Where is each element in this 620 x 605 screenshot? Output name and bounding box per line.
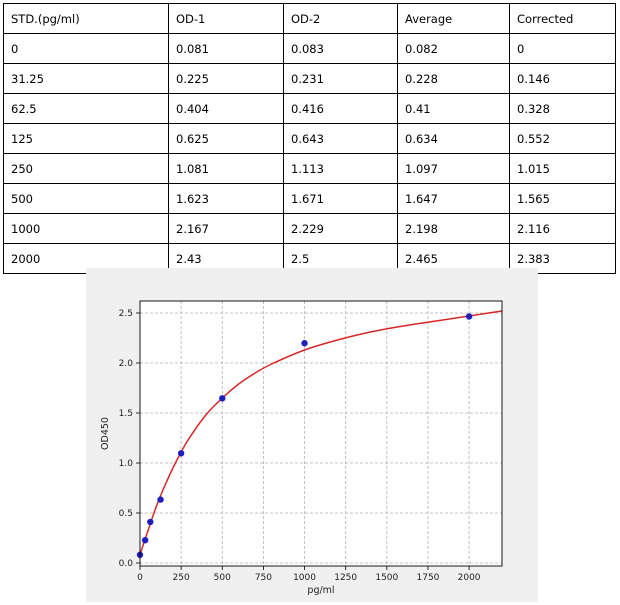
table-cell: 0.328 xyxy=(509,93,616,124)
table-cell: 0.225 xyxy=(168,63,284,94)
table-cell: 1.623 xyxy=(168,183,284,214)
data-point xyxy=(219,395,226,402)
chart-panel: 0 250 500 750 1000 1250 1500 1750 2000 0.0 0.5 1.0 1… xyxy=(86,268,538,602)
table-cell: 0.41 xyxy=(397,93,510,124)
table-row: 125 0.625 0.643 0.634 0.552 xyxy=(3,123,616,154)
table-cell: 2.198 xyxy=(397,213,510,244)
x-tick-label: 1500 xyxy=(375,573,398,583)
table-cell: 250 xyxy=(3,153,169,184)
table-cell: 1.097 xyxy=(397,153,510,184)
table-row: 250 1.081 1.113 1.097 1.015 xyxy=(3,153,616,184)
table-cell: 0.231 xyxy=(283,63,398,94)
data-point xyxy=(157,496,164,503)
table-cell: 1.565 xyxy=(509,183,616,214)
table-cell: 0.625 xyxy=(168,123,284,154)
x-tick-label: 500 xyxy=(214,573,231,583)
table-cell: 1.671 xyxy=(283,183,398,214)
table-row: 31.25 0.225 0.231 0.228 0.146 xyxy=(3,63,616,94)
column-header: STD.(pg/ml) xyxy=(3,3,169,34)
x-tick-label: 250 xyxy=(173,573,190,583)
table-body: 0 0.081 0.083 0.082 0 31.25 0.225 0.231 0.228 0.1… xyxy=(3,33,616,274)
data-point xyxy=(141,537,149,544)
x-tick-label: 1000 xyxy=(293,573,316,583)
fit-curve-line xyxy=(139,310,503,556)
table-cell: 0.634 xyxy=(397,123,510,154)
table-cell: 0.416 xyxy=(283,93,398,124)
table-cell: 0 xyxy=(3,33,169,64)
y-tick-label: 2.0 xyxy=(119,359,134,369)
table-row: 62.5 0.404 0.416 0.41 0.328 xyxy=(3,93,616,124)
table-cell: 62.5 xyxy=(3,93,169,124)
table-row: 0 0.081 0.083 0.082 0 xyxy=(3,33,616,64)
x-axis-label: pg/ml xyxy=(307,585,334,596)
x-tick-label: 1250 xyxy=(334,573,357,583)
table-row: 500 1.623 1.671 1.647 1.565 xyxy=(3,183,616,214)
table-cell: 1.015 xyxy=(509,153,616,184)
y-axis-label: OD450 xyxy=(100,417,111,450)
table-cell: 0.081 xyxy=(168,33,284,64)
y-tick-label: 1.5 xyxy=(119,409,133,419)
y-tick-label: 0.0 xyxy=(119,559,134,569)
x-tick-label: 2000 xyxy=(458,573,481,583)
table-cell: 1000 xyxy=(3,213,169,244)
y-tick-label: 0.5 xyxy=(119,509,133,519)
table-cell: 31.25 xyxy=(3,63,169,94)
data-point xyxy=(177,450,185,457)
plot-area xyxy=(140,301,502,566)
table-cell: 0 xyxy=(509,33,616,64)
standard-curve-chart: 0 250 500 750 1000 1250 1500 1750 2000 0.0 0.5 1.0 1… xyxy=(100,300,503,596)
data-point xyxy=(465,313,473,320)
plot-frame xyxy=(139,300,503,567)
table-cell: 0.643 xyxy=(283,123,398,154)
table-cell: 125 xyxy=(3,123,169,154)
column-header: Corrected xyxy=(509,3,616,34)
table-cell: 0.228 xyxy=(397,63,510,94)
table-header-row: STD.(pg/ml) OD-1 OD-2 Average Corrected xyxy=(3,3,616,34)
table-cell: 2.116 xyxy=(509,213,616,244)
table-cell: 0.083 xyxy=(283,33,398,64)
standard-curve-table: STD.(pg/ml) OD-1 OD-2 Average Corrected 0 0.0… xyxy=(3,3,616,274)
column-header: Average xyxy=(397,3,510,34)
x-tick-label: 750 xyxy=(255,573,272,583)
column-header: OD-1 xyxy=(168,3,284,34)
table-cell: 0.082 xyxy=(397,33,510,64)
data-point xyxy=(301,340,308,347)
table-cell: 0.552 xyxy=(509,123,616,154)
table-cell: 500 xyxy=(3,183,169,214)
table-row: 1000 2.167 2.229 2.198 2.116 xyxy=(3,213,616,244)
table-cell: 1.647 xyxy=(397,183,510,214)
table-cell: 2.229 xyxy=(283,213,398,244)
table-cell: 0.404 xyxy=(168,93,284,124)
table-cell: 1.081 xyxy=(168,153,284,184)
x-tick-label: 0 xyxy=(137,573,143,583)
column-header: OD-2 xyxy=(283,3,398,34)
table-cell: 2.167 xyxy=(168,213,284,244)
y-tick-label: 2.5 xyxy=(119,309,133,319)
x-tick-label: 1750 xyxy=(417,573,440,583)
data-point xyxy=(147,518,154,526)
y-tick-label: 1.0 xyxy=(119,459,134,469)
table-cell: 1.113 xyxy=(283,153,398,184)
table-cell: 0.146 xyxy=(509,63,616,94)
